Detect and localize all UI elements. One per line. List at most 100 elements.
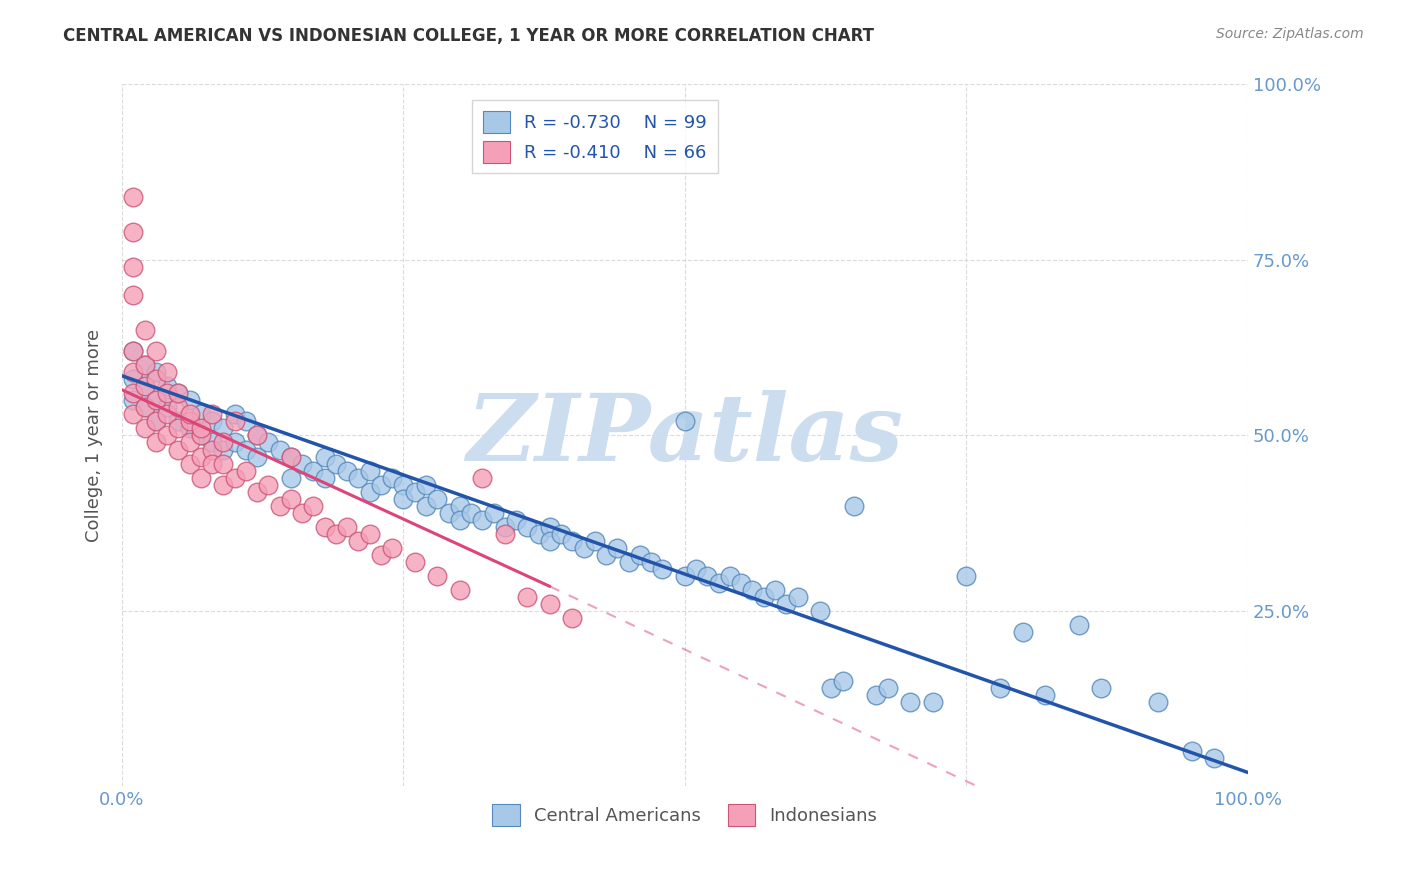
Point (122, 288, 145, 302)
Point (212, 457, 235, 471)
Point (640, 555, 662, 569)
Point (606, 541, 628, 555)
Point (134, 401, 156, 415)
Point (156, 365, 179, 379)
Point (179, 435, 201, 450)
Point (628, 548, 651, 562)
Point (156, 401, 179, 415)
Point (280, 450, 302, 464)
Point (820, 681, 842, 696)
Point (145, 393, 167, 408)
Point (673, 414, 696, 428)
Point (673, 569, 696, 583)
Point (201, 414, 224, 428)
Point (876, 681, 898, 696)
Point (122, 372, 145, 386)
Point (134, 421, 156, 435)
Point (212, 477, 235, 491)
Point (516, 590, 538, 604)
Point (156, 408, 179, 422)
Point (179, 421, 201, 435)
Point (179, 393, 201, 408)
Point (449, 499, 471, 513)
Point (179, 457, 201, 471)
Point (1180, 744, 1202, 758)
Point (269, 499, 291, 513)
Point (122, 365, 145, 379)
Point (808, 604, 831, 618)
Point (685, 562, 707, 576)
Point (370, 548, 392, 562)
Point (1011, 625, 1033, 640)
Point (122, 225, 145, 239)
Point (347, 533, 370, 548)
Point (449, 513, 471, 527)
Point (291, 457, 314, 471)
Point (325, 457, 347, 471)
Point (426, 491, 449, 506)
Point (314, 519, 336, 533)
Point (212, 421, 235, 435)
Point (550, 526, 572, 541)
Point (415, 477, 437, 491)
Point (831, 674, 853, 689)
Point (404, 555, 426, 569)
Point (449, 582, 471, 597)
Point (134, 358, 156, 372)
Point (156, 386, 179, 401)
Point (471, 470, 494, 484)
Point (145, 393, 167, 408)
Point (392, 491, 415, 506)
Point (134, 358, 156, 372)
Point (482, 506, 505, 520)
Point (516, 519, 538, 533)
Y-axis label: College, 1 year or more: College, 1 year or more (86, 329, 103, 542)
Point (494, 526, 516, 541)
Point (122, 260, 145, 274)
Point (224, 408, 246, 422)
Point (763, 582, 786, 597)
Point (246, 428, 269, 442)
Point (122, 393, 145, 408)
Point (696, 569, 718, 583)
Point (921, 695, 943, 709)
Point (280, 450, 302, 464)
Point (1033, 688, 1056, 702)
Point (302, 499, 325, 513)
Point (280, 491, 302, 506)
Point (707, 575, 730, 590)
Point (471, 513, 494, 527)
Point (235, 414, 257, 428)
Point (505, 513, 527, 527)
Point (437, 506, 460, 520)
Point (156, 379, 179, 393)
Point (1202, 751, 1225, 765)
Point (257, 477, 280, 491)
Point (336, 519, 359, 533)
Point (347, 470, 370, 484)
Text: Source: ZipAtlas.com: Source: ZipAtlas.com (1216, 27, 1364, 41)
Point (212, 435, 235, 450)
Point (538, 533, 561, 548)
Point (235, 442, 257, 457)
Point (381, 541, 404, 555)
Point (280, 470, 302, 484)
Point (167, 401, 190, 415)
Point (1067, 618, 1090, 632)
Point (786, 590, 808, 604)
Point (134, 379, 156, 393)
Point (224, 470, 246, 484)
Point (190, 428, 212, 442)
Point (291, 506, 314, 520)
Point (595, 548, 617, 562)
Point (314, 450, 336, 464)
Point (145, 365, 167, 379)
Point (122, 344, 145, 359)
Point (898, 695, 921, 709)
Point (752, 590, 775, 604)
Point (617, 555, 640, 569)
Point (122, 344, 145, 359)
Point (538, 519, 561, 533)
Point (572, 541, 595, 555)
Point (359, 484, 381, 499)
